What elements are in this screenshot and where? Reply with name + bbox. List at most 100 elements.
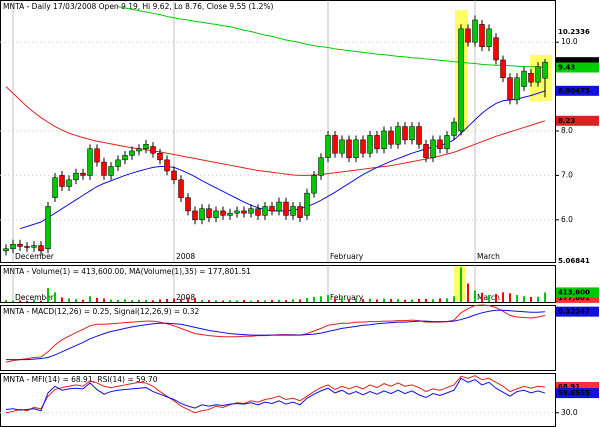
candle-body (157, 152, 163, 161)
volume-bar (19, 300, 21, 302)
candle-body (122, 155, 128, 161)
volume-bar (362, 299, 364, 302)
volume-bar (355, 298, 357, 302)
candle-body (297, 206, 303, 218)
price-label-box (556, 306, 599, 317)
candle-body (444, 135, 450, 150)
volume-bar (411, 299, 413, 302)
candle-body (514, 77, 520, 101)
volume-bar (306, 297, 308, 302)
candle-body (255, 208, 261, 216)
candle-body (115, 159, 121, 167)
x-tick-label: December (15, 252, 55, 261)
panel-frame (0, 305, 556, 371)
indicator-line (5, 86, 546, 176)
volume-bar (460, 267, 462, 302)
y-tick-label: 30.0 (561, 408, 578, 417)
volume-bar (502, 292, 504, 302)
candle-body (213, 210, 219, 218)
y-tick-label: 7.0 (561, 170, 573, 179)
candle-body (395, 126, 401, 145)
volume-bar (432, 299, 434, 302)
candle-body (206, 208, 212, 218)
volume-bar (180, 299, 182, 302)
candle-body (192, 210, 198, 221)
volume-bar (166, 298, 168, 302)
volume-bar (334, 298, 336, 302)
volume-bar (26, 300, 28, 302)
volume-bar (327, 295, 329, 302)
volume-bar (82, 299, 84, 302)
volume-bar (12, 300, 14, 302)
volume-bar (341, 297, 343, 302)
volume-bar (257, 300, 259, 302)
volume-bar (159, 299, 161, 302)
x-tick-label: 2008 (176, 252, 195, 261)
volume-bar (222, 300, 224, 302)
candle-body (318, 157, 324, 176)
volume-bar (537, 296, 539, 302)
volume-bar (89, 296, 91, 302)
candle-body (269, 206, 275, 212)
panel-title: MNTA - Daily 17/03/2008 Open 9.19, Hi 9.… (3, 2, 273, 11)
price-label: 177,801 (558, 294, 590, 302)
price-label: 9.43 (558, 63, 575, 71)
indicator-line (19, 90, 546, 230)
candle-body (416, 126, 422, 145)
volume-bar (110, 299, 112, 302)
volume-bar (404, 299, 406, 302)
price-label: 68.91 (558, 383, 580, 391)
y-tick-label: 6.0 (561, 215, 573, 224)
volume-bar (145, 299, 147, 302)
price-label-box (556, 62, 599, 73)
x-tick-label: 2008 (176, 293, 195, 302)
price-label: 0.32247 (558, 308, 590, 316)
volume-bar (278, 299, 280, 302)
volume-bar (418, 298, 420, 302)
candle-body (101, 161, 107, 176)
volume-bar (509, 293, 511, 302)
price-label: 8.90475 (558, 87, 590, 95)
volume-bar (271, 299, 273, 302)
candle-body (458, 28, 464, 132)
panel-title: MNTA - MACD(12,26) = 0.25, Signal(12,26,… (3, 307, 200, 316)
volume-bar (250, 300, 252, 302)
volume-bar (54, 292, 56, 302)
volume-bar (152, 300, 154, 302)
candle-body (381, 130, 387, 150)
candle-body (360, 139, 366, 154)
price-label-box (556, 381, 599, 392)
volume-bar (516, 295, 518, 302)
candle-body (171, 170, 177, 181)
volume-bar (488, 295, 490, 302)
volume-bar (376, 299, 378, 302)
volume-bar (425, 298, 427, 302)
panel-title: MNTA - MFI(14) = 68.91, RSI(14) = 59.70 (3, 375, 158, 384)
volume-bar (236, 300, 238, 302)
volume-bar (292, 299, 294, 302)
candle-body (108, 166, 114, 176)
candle-body (136, 148, 142, 152)
candle-body (535, 66, 541, 83)
volume-bar (124, 299, 126, 302)
candle-body (332, 135, 338, 154)
y-tick-label: 10.0 (561, 37, 578, 46)
candle-body (73, 172, 79, 181)
candle-body (80, 172, 86, 176)
volume-bar (544, 292, 546, 302)
candle-body (199, 208, 205, 221)
volume-bar (243, 299, 245, 302)
volume-bar (383, 298, 385, 302)
volume-bar (75, 299, 77, 302)
candle-body (38, 245, 44, 252)
price-label: 59.6555 (558, 389, 590, 397)
candle-body (311, 175, 317, 194)
candle-body (164, 159, 170, 172)
candle-body (31, 245, 37, 248)
volume-bar (201, 299, 203, 302)
volume-bar (320, 296, 322, 302)
indicator-line (5, 377, 546, 412)
candle-body (129, 150, 135, 156)
volume-bar (61, 297, 63, 302)
